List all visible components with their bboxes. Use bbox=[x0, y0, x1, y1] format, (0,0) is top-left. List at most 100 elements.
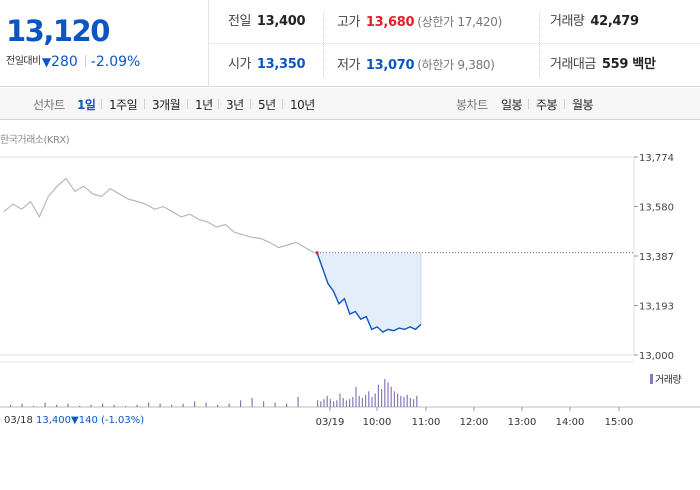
volume-bar bbox=[194, 401, 196, 407]
stat-value: 13,350 bbox=[256, 57, 306, 72]
volume-bar bbox=[56, 404, 58, 407]
volume-bar bbox=[79, 405, 81, 407]
volume-bar bbox=[349, 399, 351, 407]
prev-day-change: 140 bbox=[78, 415, 98, 426]
divider bbox=[144, 99, 145, 109]
x-tick-label: 11:00 bbox=[412, 417, 441, 428]
volume-bar bbox=[217, 404, 219, 407]
divider bbox=[564, 99, 565, 109]
volume-bar bbox=[286, 403, 288, 407]
volume-bar bbox=[159, 403, 161, 407]
volume-bar bbox=[355, 386, 357, 407]
divider bbox=[282, 99, 283, 109]
volume-bar bbox=[345, 400, 347, 407]
change-amount: 280 bbox=[51, 54, 78, 70]
x-tick-label: 12:00 bbox=[460, 417, 489, 428]
volume-bar bbox=[67, 403, 69, 407]
volume-bar bbox=[390, 386, 392, 407]
divider bbox=[210, 43, 700, 44]
volume-bar bbox=[113, 404, 115, 407]
price-box: 13,120 전일대비▼280 -2.09% bbox=[0, 0, 209, 87]
volume-bar bbox=[148, 402, 150, 407]
x-tick-label: 13:00 bbox=[508, 417, 537, 428]
x-tick-label: 14:00 bbox=[556, 417, 585, 428]
y-tick-label: 13,774 bbox=[639, 153, 674, 164]
quote-summary: 13,120 전일대비▼280 -2.09% 전일 13,400 고가 13,680(… bbox=[0, 0, 700, 87]
volume-bar bbox=[10, 404, 12, 407]
y-tick-label: 13,580 bbox=[639, 203, 674, 214]
chart-period-bar: 선차트 1일 1주일 3개월 1년 3년 5년 10년 봉차트 일봉 주봉 월봉 bbox=[0, 88, 700, 120]
stat-label: 거래량 bbox=[550, 14, 585, 29]
stat-value: 13,680 bbox=[365, 15, 415, 30]
divider bbox=[323, 12, 324, 77]
stat-trade-amount: 거래대금 559 백만 bbox=[550, 55, 656, 75]
volume-bar bbox=[371, 396, 373, 407]
stat-value: 13,400 bbox=[256, 14, 306, 29]
change-label: 전일대비 bbox=[6, 56, 41, 67]
tab-1week[interactable]: 1주일 bbox=[109, 98, 138, 112]
stat-label: 거래대금 bbox=[550, 57, 596, 72]
volume-legend: 거래량 bbox=[650, 371, 682, 386]
divider bbox=[539, 12, 540, 77]
tab-10years[interactable]: 10년 bbox=[290, 98, 315, 112]
stat-label: 전일 bbox=[228, 14, 251, 29]
volume-bar bbox=[361, 398, 363, 407]
volume-bar bbox=[374, 393, 376, 407]
stat-open: 시가 13,350 bbox=[228, 55, 306, 75]
volume-bar bbox=[387, 382, 389, 407]
volume-bar bbox=[44, 402, 46, 407]
stats-panel: 전일 13,400 고가 13,680 (상한가 17,420) 거래량 42,479 … bbox=[210, 0, 700, 87]
volume-bar bbox=[384, 379, 386, 407]
tab-monthly-candle[interactable]: 월봉 bbox=[572, 98, 594, 112]
volume-bar bbox=[205, 402, 207, 407]
volume-bar bbox=[416, 395, 418, 407]
open-price-dot bbox=[315, 251, 319, 255]
divider bbox=[187, 99, 188, 109]
tab-weekly-candle[interactable]: 주봉 bbox=[536, 98, 558, 112]
volume-bar bbox=[358, 395, 360, 407]
volume-bar bbox=[182, 403, 184, 407]
divider bbox=[84, 55, 86, 67]
tab-daily-candle[interactable]: 일봉 bbox=[501, 98, 523, 112]
tab-3years[interactable]: 3년 bbox=[226, 98, 244, 112]
volume-bar bbox=[377, 384, 379, 407]
x-tick-label: 03/19 bbox=[316, 417, 345, 428]
volume-bar bbox=[406, 394, 408, 407]
volume-bar bbox=[102, 403, 104, 407]
volume-bar bbox=[90, 404, 92, 407]
line-chart-title: 선차트 bbox=[33, 98, 65, 112]
tab-1day[interactable]: 1일 bbox=[77, 98, 96, 112]
volume-bar bbox=[400, 395, 402, 407]
change-rate: -2.09% bbox=[90, 54, 141, 70]
prev-day-close: 13,400 bbox=[36, 415, 72, 426]
stat-low: 저가 13,070 (하한가 9,380) bbox=[337, 55, 495, 75]
volume-legend-label: 거래량 bbox=[655, 375, 682, 386]
stat-volume: 거래량 42,479 bbox=[550, 12, 639, 32]
price-change: 전일대비▼280 -2.09% bbox=[6, 52, 140, 70]
prev-day-price-line bbox=[3, 177, 315, 254]
prev-day-date: 03/18 bbox=[4, 415, 33, 426]
stat-high: 고가 13,680 (상한가 17,420) bbox=[337, 12, 502, 32]
divider bbox=[101, 99, 102, 109]
x-tick-label: 15:00 bbox=[605, 417, 634, 428]
current-price: 13,120 bbox=[6, 14, 110, 48]
divider bbox=[250, 99, 251, 109]
volume-bar bbox=[251, 398, 253, 407]
y-tick-label: 13,193 bbox=[639, 302, 674, 313]
volume-swatch-icon bbox=[650, 374, 653, 384]
tab-3months[interactable]: 3개월 bbox=[152, 98, 181, 112]
stat-label: 시가 bbox=[228, 57, 251, 72]
volume-bar bbox=[403, 396, 405, 407]
volume-bar bbox=[333, 401, 335, 407]
volume-bar bbox=[397, 393, 399, 407]
volume-bar bbox=[409, 398, 411, 407]
stat-value: 42,479 bbox=[590, 14, 639, 29]
volume-bar bbox=[136, 404, 138, 407]
down-arrow-icon: ▼ bbox=[41, 55, 52, 69]
divider bbox=[218, 99, 219, 109]
divider bbox=[528, 99, 529, 109]
tab-5years[interactable]: 5년 bbox=[258, 98, 276, 112]
prev-day-info: 03/18 13,400▼140 (-1.03%) bbox=[4, 415, 144, 426]
tab-1year[interactable]: 1년 bbox=[195, 98, 213, 112]
stat-sub: (상한가 17,420) bbox=[417, 15, 502, 29]
